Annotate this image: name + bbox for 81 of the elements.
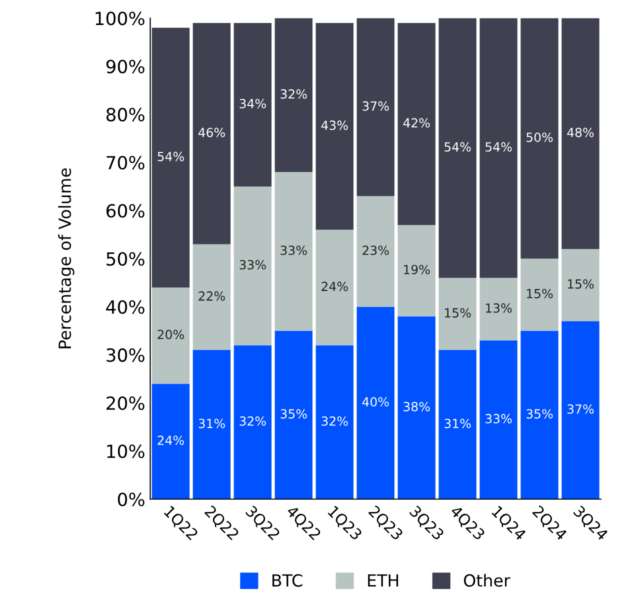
legend-label: Other (464, 574, 510, 587)
y-tick-label: 0% (118, 492, 144, 506)
data-label: 32% (280, 89, 307, 99)
data-label: 23% (362, 246, 389, 256)
bar (438, 18, 476, 278)
bar (152, 28, 190, 288)
y-tick-label: 100% (96, 12, 144, 26)
data-label: 32% (322, 416, 348, 426)
data-label: 15% (568, 279, 594, 289)
data-label: 22% (198, 291, 225, 301)
data-label: 42% (403, 118, 430, 128)
y-tick-label: 90% (106, 60, 144, 74)
data-label: 33% (280, 246, 307, 256)
bar (192, 350, 231, 500)
data-label: 33% (240, 260, 266, 270)
data-label: 35% (526, 409, 553, 419)
bar (562, 18, 600, 250)
y-tick-label: 50% (106, 252, 144, 266)
bar (274, 330, 312, 500)
bar (192, 244, 231, 350)
y-tick-label: 70% (106, 156, 144, 170)
y-tick-label: 10% (107, 444, 144, 458)
bar (398, 316, 436, 500)
data-label: 15% (526, 288, 553, 298)
bar (316, 345, 354, 500)
data-label: 54% (444, 142, 471, 152)
bar (274, 18, 312, 172)
bar (356, 18, 394, 196)
y-tick-label: 20% (106, 396, 144, 410)
data-label: 40% (362, 397, 389, 407)
bar (152, 287, 190, 384)
y-tick-label: 30% (106, 348, 144, 362)
y-tick-label: 60% (106, 204, 144, 218)
data-label: 32% (240, 416, 266, 426)
bar (316, 230, 354, 346)
bar (234, 345, 272, 500)
data-label: 19% (404, 264, 430, 274)
data-label: 24% (322, 282, 348, 292)
data-label: 35% (280, 409, 307, 419)
bar (438, 278, 476, 350)
bar (274, 172, 312, 331)
data-label: 15% (445, 308, 471, 318)
bar (234, 22, 272, 186)
data-label: 50% (526, 132, 553, 142)
legend-label: ETH (368, 574, 398, 587)
bar (192, 22, 231, 244)
bar (562, 249, 600, 322)
bar (438, 350, 476, 500)
bar (562, 321, 600, 500)
bar (398, 22, 436, 225)
bar (520, 18, 558, 259)
bar (480, 278, 518, 340)
data-label: 54% (486, 142, 512, 152)
data-label: 24% (158, 436, 184, 446)
bar (356, 196, 394, 307)
data-label: 13% (486, 303, 512, 313)
bar (152, 384, 190, 500)
data-label: 31% (444, 418, 471, 428)
bar (520, 258, 558, 331)
bar (398, 224, 436, 316)
data-label: 34% (240, 98, 266, 108)
data-label: 38% (404, 402, 430, 412)
data-label: 54% (158, 152, 184, 162)
bar (356, 306, 394, 500)
bar (480, 340, 518, 500)
y-axis-title: Percentage of Volume (58, 168, 74, 348)
y-tick-label: 40% (106, 300, 144, 314)
bar (234, 186, 272, 346)
legend-label: BTC (272, 574, 302, 587)
data-label: 43% (321, 120, 348, 130)
y-tick-label: 80% (106, 108, 144, 122)
bar (520, 330, 558, 500)
data-label: 31% (198, 418, 225, 428)
data-label: 46% (198, 128, 225, 138)
data-label: 33% (486, 414, 512, 424)
data-label: 37% (568, 404, 594, 414)
bar (480, 18, 518, 278)
data-label: 48% (567, 128, 594, 138)
bar (316, 22, 354, 230)
data-label: 37% (362, 101, 389, 111)
data-label: 20% (158, 330, 184, 340)
